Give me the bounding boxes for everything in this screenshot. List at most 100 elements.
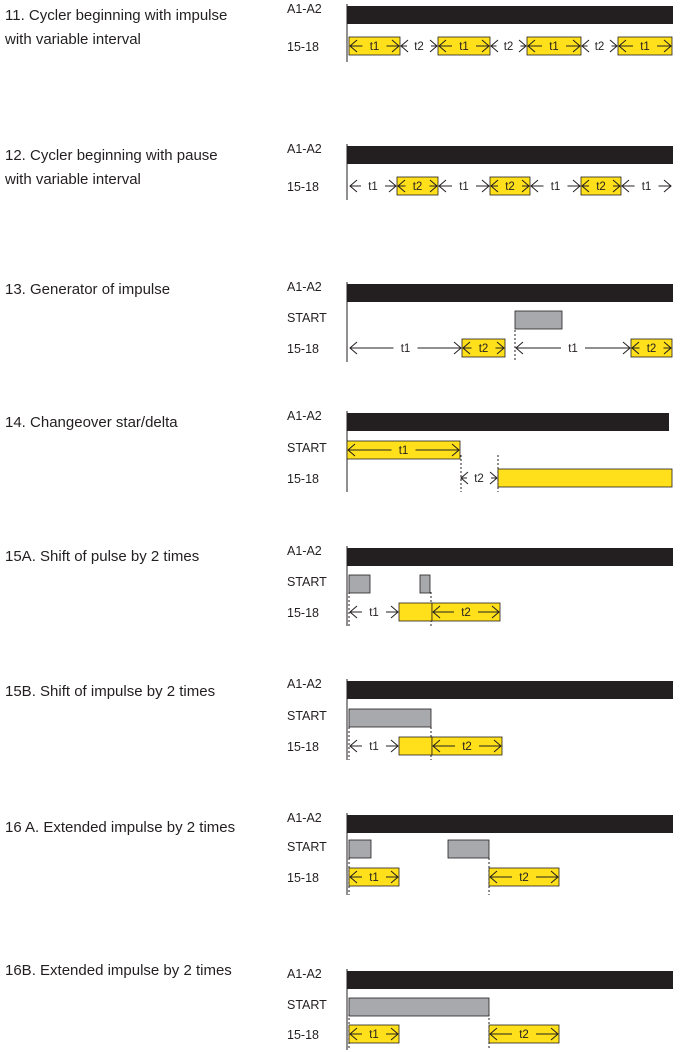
signal-label-output: 15-18 xyxy=(287,1028,319,1042)
diagram-d12: 12. Cycler beginning with pause with vari… xyxy=(4,142,673,200)
output-pulse xyxy=(398,602,433,622)
arrow-head-right xyxy=(429,39,438,53)
output-pulse xyxy=(580,176,622,196)
interval-label: t1 xyxy=(549,41,559,53)
signal-label-supply: A1-A2 xyxy=(287,2,322,16)
arrow-head-left xyxy=(490,39,499,53)
output-pulse xyxy=(461,338,506,358)
interval-label: t1 xyxy=(459,41,469,53)
arrow-head-left xyxy=(438,39,447,53)
arrow-head-left xyxy=(530,179,539,193)
signal-label-output: 15-18 xyxy=(287,40,319,54)
arrow-head-left xyxy=(349,341,358,355)
arrow-head-right xyxy=(518,39,527,53)
supply-bar xyxy=(347,681,673,699)
interval-label: t2 xyxy=(505,181,515,193)
arrow-head-right xyxy=(572,179,581,193)
interval-label: t2 xyxy=(595,41,605,53)
interval-label: t2 xyxy=(413,181,423,193)
signal-label-output: 15-18 xyxy=(287,472,319,486)
arrow-head-left xyxy=(515,341,524,355)
interval-label: t1 xyxy=(370,41,380,53)
supply-bar xyxy=(347,146,673,164)
diagram-title: 12. Cycler beginning with pause xyxy=(5,147,218,164)
arrow-head-right xyxy=(391,39,400,53)
arrow-head-right xyxy=(493,739,502,753)
arrow-head-left xyxy=(349,870,358,884)
arrow-head-right xyxy=(572,39,581,53)
output-pulse xyxy=(348,36,401,56)
signal-label-start: START xyxy=(287,441,327,455)
arrow-head-left xyxy=(349,739,358,753)
signal-label-start: START xyxy=(287,311,327,325)
arrow-head-right xyxy=(612,179,621,193)
interval-label: t2 xyxy=(479,343,489,355)
supply-bar xyxy=(347,548,673,566)
arrow-head-right xyxy=(622,341,631,355)
supply-bar xyxy=(347,815,673,833)
output-pulse xyxy=(526,36,582,56)
output-pulse xyxy=(617,36,673,56)
arrow-head-left xyxy=(581,179,590,193)
interval-label: t2 xyxy=(647,343,657,355)
arrow-head-left xyxy=(349,39,358,53)
output-pulse xyxy=(398,736,433,756)
interval-label: t1 xyxy=(642,181,652,193)
signal-label-start: START xyxy=(287,709,327,723)
arrow-head-left xyxy=(462,341,471,355)
signal-label-output: 15-18 xyxy=(287,342,319,356)
arrow-head-right xyxy=(451,443,460,457)
signal-label-output: 15-18 xyxy=(287,740,319,754)
interval-label: t2 xyxy=(414,41,424,53)
output-pulse xyxy=(431,602,501,622)
signal-label-supply: A1-A2 xyxy=(287,544,322,558)
arrow-head-right xyxy=(663,39,672,53)
start-pulse xyxy=(348,574,371,594)
arrow-head-left xyxy=(621,179,630,193)
arrow-head-left xyxy=(489,1027,498,1041)
diagram-d14: 14. Changeover star/delta A1-A2 START 15-18… xyxy=(5,409,673,492)
interval-label: t1 xyxy=(551,181,561,193)
interval-label: t1 xyxy=(369,741,379,753)
signal-label-supply: A1-A2 xyxy=(287,409,322,423)
diagram-title: 16 A. Extended impulse by 2 times xyxy=(5,819,235,836)
interval-label: t2 xyxy=(462,741,472,753)
arrow-head-left xyxy=(397,179,406,193)
signal-label-output: 15-18 xyxy=(287,606,319,620)
signal-label-supply: A1-A2 xyxy=(287,811,322,825)
signal-label-start: START xyxy=(287,575,327,589)
interval-label: t2 xyxy=(596,181,606,193)
signal-label-supply: A1-A2 xyxy=(287,280,322,294)
arrow-head-right xyxy=(496,341,505,355)
arrow-head-left xyxy=(581,39,590,53)
diagram-d15b: 15B. Shift of impulse by 2 times A1-A2 STA… xyxy=(5,677,673,760)
start-pulse xyxy=(514,310,563,330)
diagram-title: with variable interval xyxy=(4,171,141,188)
supply-bar xyxy=(347,284,673,302)
arrow-head-right xyxy=(663,341,672,355)
diagram-title: 13. Generator of impulse xyxy=(5,281,170,298)
signal-label-supply: A1-A2 xyxy=(287,677,322,691)
interval-label: t1 xyxy=(568,343,578,355)
interval-label: t1 xyxy=(369,872,379,884)
arrow-head-right xyxy=(481,179,490,193)
diagram-d13: 13. Generator of impulse A1-A2 START 15-18 t… xyxy=(5,280,673,362)
arrow-head-right xyxy=(390,739,399,753)
interval-label: t2 xyxy=(519,872,529,884)
signal-label-output: 15-18 xyxy=(287,871,319,885)
supply-bar xyxy=(347,413,669,431)
arrow-head-right xyxy=(390,870,399,884)
output-pulse xyxy=(488,867,560,887)
arrow-head-left xyxy=(631,341,640,355)
supply-bar xyxy=(347,6,673,24)
diagram-title: with variable interval xyxy=(4,31,141,48)
diagram-title: 14. Changeover star/delta xyxy=(5,414,178,431)
signal-label-start: START xyxy=(287,840,327,854)
interval-label: t1 xyxy=(369,607,379,619)
arrow-head-left xyxy=(432,605,441,619)
start-pulse xyxy=(419,574,431,594)
output-pulse xyxy=(437,36,491,56)
arrow-head-left xyxy=(489,870,498,884)
diagram-title: 11. Cycler beginning with impulse xyxy=(5,7,227,24)
